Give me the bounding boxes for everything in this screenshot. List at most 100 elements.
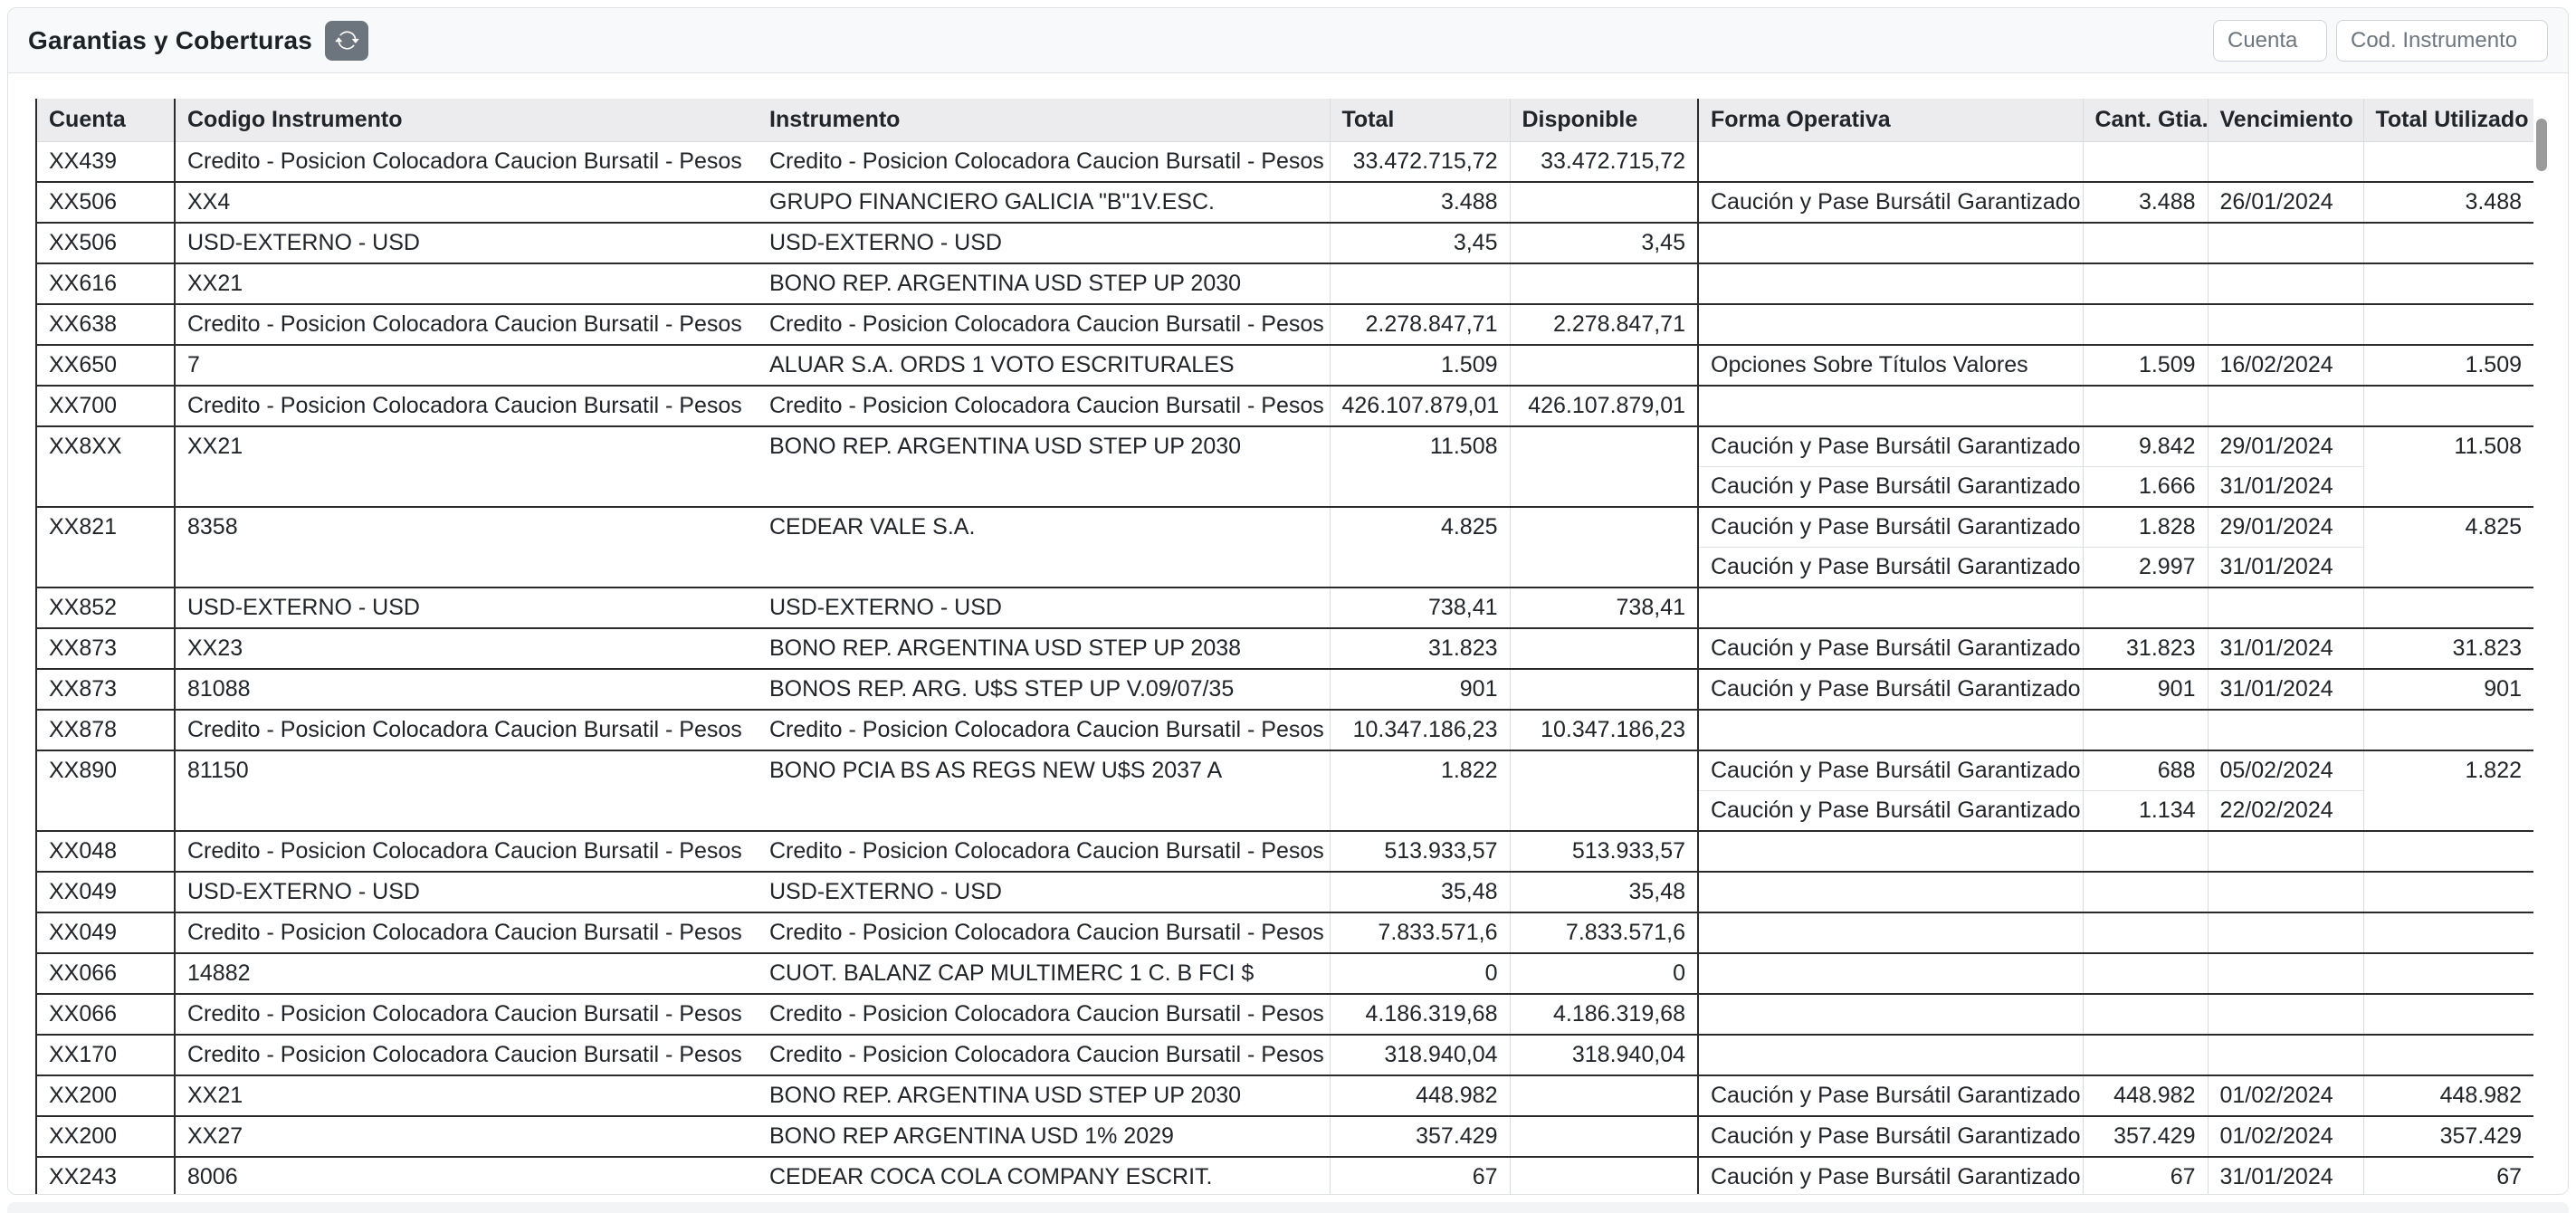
cell-forma-operativa	[1697, 912, 2083, 953]
cell-disponible: 10.347.186,23	[1509, 709, 1698, 750]
cell-total: 901	[1329, 668, 1510, 710]
cell-instrumento: Credito - Posicion Colocadora Caucion Bu…	[758, 709, 1330, 750]
cell-forma-operativa	[1697, 385, 2083, 426]
cell-disponible: 2.278.847,71	[1509, 303, 1698, 345]
col-header-cuenta: Cuenta	[35, 99, 176, 142]
cell-total: 1.822	[1329, 750, 1510, 831]
cell-cant-gtia	[2082, 830, 2208, 872]
table-row: XX439 Credito - Posicion Colocadora Cauci…	[35, 141, 2535, 182]
refresh-button[interactable]	[325, 20, 369, 61]
scrollbar-thumb[interactable]	[2536, 119, 2547, 171]
cod-instrumento-filter-input[interactable]	[2336, 19, 2548, 62]
cell-instrumento: BONO REP. ARGENTINA USD STEP UP 2038	[758, 627, 1330, 669]
table-row: XX048 Credito - Posicion Colocadora Cauci…	[35, 830, 2535, 872]
cell-cant-gtia	[2082, 141, 2208, 182]
cell-total: 426.107.879,01	[1329, 385, 1510, 426]
cell-forma-operativa: Caución y Pase Bursátil Garantizado	[1697, 181, 2083, 223]
cell-codigo-instrumento: USD-EXTERNO - USD	[175, 587, 758, 628]
table-row: XX873 81088 BONOS REP. ARG. U$S STEP UP V.…	[35, 668, 2535, 710]
cell-codigo-instrumento: Credito - Posicion Colocadora Caucion Bu…	[175, 993, 758, 1035]
cell-total: 31.823	[1329, 627, 1510, 669]
cell-forma-operativa	[1697, 1034, 2083, 1075]
cell-cant-gtia	[2082, 709, 2208, 750]
cell-total-utilizado	[2362, 1034, 2535, 1075]
cell-forma-operativa	[1697, 709, 2083, 750]
cell-codigo-instrumento: 14882	[175, 952, 758, 994]
cell-total-utilizado	[2362, 587, 2535, 628]
cell-total: 3,45	[1329, 222, 1510, 263]
cuenta-filter-input[interactable]	[2213, 19, 2327, 62]
cell-forma-operativa	[1697, 830, 2083, 872]
refresh-icon	[335, 28, 359, 53]
cell-instrumento: Credito - Posicion Colocadora Caucion Bu…	[758, 385, 1330, 426]
cell-cant-gtia: 688	[2082, 750, 2208, 791]
cell-codigo-instrumento: Credito - Posicion Colocadora Caucion Bu…	[175, 830, 758, 872]
cell-cuenta: XX638	[35, 303, 176, 345]
cell-cuenta: XX8XX	[35, 425, 176, 507]
cell-total: 35,48	[1329, 871, 1510, 912]
cell-vencimiento: 29/01/2024	[2207, 425, 2363, 467]
cell-vencimiento	[2207, 385, 2363, 426]
col-header-instrumento: Instrumento	[758, 99, 1330, 142]
cell-cant-gtia	[2082, 263, 2208, 304]
cell-total-utilizado: 3.488	[2362, 181, 2535, 223]
cell-disponible	[1509, 506, 1698, 587]
cell-cant-gtia: 1.666	[2082, 466, 2208, 507]
cell-codigo-instrumento: 81150	[175, 750, 758, 831]
cell-total-utilizado: 11.508	[2362, 425, 2535, 507]
cell-vencimiento: 31/01/2024	[2207, 466, 2363, 507]
cell-cant-gtia: 2.997	[2082, 547, 2208, 587]
cell-codigo-instrumento: XX21	[175, 263, 758, 304]
cell-disponible: 7.833.571,6	[1509, 912, 1698, 953]
cell-disponible	[1509, 344, 1698, 386]
cell-instrumento: BONO REP ARGENTINA USD 1% 2029	[758, 1115, 1330, 1157]
cell-disponible	[1509, 425, 1698, 507]
cell-codigo-instrumento: XX21	[175, 1075, 758, 1116]
cell-total-utilizado: 67	[2362, 1156, 2535, 1194]
cell-disponible: 426.107.879,01	[1509, 385, 1698, 426]
cell-vencimiento: 16/02/2024	[2207, 344, 2363, 386]
cell-cuenta: XX066	[35, 993, 176, 1035]
cell-cuenta: XX878	[35, 709, 176, 750]
cell-total-utilizado	[2362, 385, 2535, 426]
cell-forma-operativa: Caución y Pase Bursátil Garantizado	[1697, 425, 2083, 467]
cell-disponible	[1509, 668, 1698, 710]
table-subrow: Caución y Pase Bursátil Garantizado 2.997…	[36, 547, 2534, 587]
cell-vencimiento	[2207, 993, 2363, 1035]
cell-instrumento: USD-EXTERNO - USD	[758, 587, 1330, 628]
page-title: Garantias y Coberturas	[28, 25, 313, 54]
cell-total-utilizado	[2362, 912, 2535, 953]
cell-disponible: 738,41	[1509, 587, 1698, 628]
cell-vencimiento	[2207, 952, 2363, 994]
table-scrollbar[interactable]	[2533, 99, 2550, 1194]
cell-forma-operativa: Opciones Sobre Títulos Valores	[1697, 344, 2083, 386]
cell-vencimiento: 22/02/2024	[2207, 790, 2363, 831]
cell-codigo-instrumento: Credito - Posicion Colocadora Caucion Bu…	[175, 1034, 758, 1075]
cell-total	[1329, 263, 1510, 304]
cell-forma-operativa	[1697, 222, 2083, 263]
cell-total-utilizado: 1.822	[2362, 750, 2535, 831]
cell-total: 67	[1329, 1156, 1510, 1194]
cell-codigo-instrumento: 7	[175, 344, 758, 386]
cell-total: 357.429	[1329, 1115, 1510, 1157]
cell-forma-operativa	[1697, 303, 2083, 345]
cell-instrumento: CEDEAR VALE S.A.	[758, 506, 1330, 587]
cell-total: 318.940,04	[1329, 1034, 1510, 1075]
cell-disponible	[1509, 1115, 1698, 1157]
cell-codigo-instrumento: Credito - Posicion Colocadora Caucion Bu…	[175, 912, 758, 953]
cell-vencimiento	[2207, 587, 2363, 628]
cell-disponible	[1509, 263, 1698, 304]
cell-total: 1.509	[1329, 344, 1510, 386]
cell-total: 3.488	[1329, 181, 1510, 223]
cell-vencimiento: 31/01/2024	[2207, 668, 2363, 710]
col-header-total-utilizado: Total Utilizado	[2362, 99, 2535, 142]
cell-cant-gtia	[2082, 385, 2208, 426]
title-wrap: Garantias y Coberturas	[28, 20, 369, 61]
cell-disponible	[1509, 1075, 1698, 1116]
cell-instrumento: CEDEAR COCA COLA COMPANY ESCRIT.	[758, 1156, 1330, 1194]
cell-cant-gtia	[2082, 587, 2208, 628]
cell-forma-operativa: Caución y Pase Bursátil Garantizado	[1697, 506, 2083, 548]
cell-cant-gtia: 67	[2082, 1156, 2208, 1194]
cell-vencimiento	[2207, 871, 2363, 912]
cell-disponible	[1509, 181, 1698, 223]
